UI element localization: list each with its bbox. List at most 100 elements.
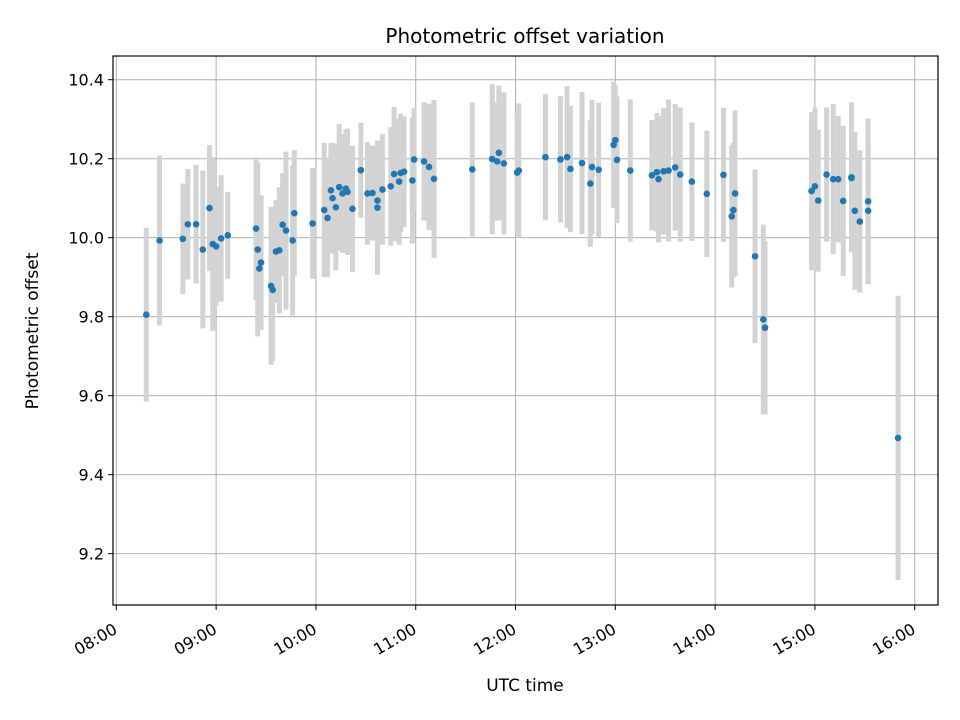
data-point	[588, 163, 596, 171]
data-point	[252, 225, 260, 232]
x-tick-label: 09:00	[171, 619, 220, 659]
data-point	[578, 159, 586, 167]
error-bars	[143, 81, 901, 581]
data-point	[761, 324, 769, 332]
data-point	[839, 197, 847, 205]
data-point	[488, 155, 496, 163]
x-tick-label: 11:00	[370, 619, 419, 659]
data-point	[344, 188, 351, 196]
data-point	[289, 237, 296, 244]
data-point	[856, 218, 864, 225]
data-point	[671, 164, 679, 171]
x-tick-label: 08:00	[71, 619, 120, 659]
data-point	[409, 177, 416, 184]
data-point	[557, 156, 564, 163]
data-point	[327, 186, 335, 194]
x-tick-label: 16:00	[869, 619, 918, 659]
data-point	[390, 170, 398, 178]
y-axis-title: Photometric offset	[23, 252, 43, 409]
data-point	[834, 175, 842, 183]
data-point	[864, 198, 872, 205]
data-point	[276, 247, 283, 254]
data-point	[495, 149, 503, 157]
data-point	[410, 156, 418, 163]
data-point	[349, 205, 356, 213]
chart-title: Photometric offset variation	[385, 24, 664, 48]
data-point	[720, 171, 727, 179]
data-point	[329, 194, 336, 202]
data-point	[224, 232, 232, 239]
data-point	[339, 190, 346, 197]
data-point	[309, 220, 316, 227]
data-point	[731, 190, 739, 197]
data-point	[335, 183, 343, 191]
data-point	[500, 160, 508, 167]
data-point	[567, 165, 574, 173]
data-point	[282, 227, 290, 234]
data-point	[320, 206, 328, 214]
data-point	[425, 163, 433, 171]
data-point	[332, 203, 340, 211]
x-tick-label: 13:00	[570, 619, 619, 659]
data-point	[563, 153, 571, 161]
data-point	[811, 183, 819, 190]
data-point	[703, 190, 711, 198]
data-point	[676, 171, 684, 178]
data-point	[379, 186, 386, 193]
y-axis: 9.2 9.4 9.6 9.8 10.0 10.2 10.4	[68, 71, 113, 564]
x-tick-label: 12:00	[470, 619, 519, 659]
data-point	[357, 166, 365, 174]
data-point	[364, 190, 371, 197]
data-point	[851, 207, 859, 215]
y-tick-label: 9.2	[79, 545, 104, 564]
data-point	[206, 204, 213, 212]
data-point	[199, 246, 207, 253]
data-point	[369, 189, 376, 197]
data-point	[269, 286, 276, 294]
y-tick-label: 10.0	[68, 229, 104, 248]
x-tick-label: 14:00	[670, 619, 719, 659]
data-point	[254, 246, 262, 253]
data-point	[808, 187, 815, 195]
data-point	[192, 220, 200, 228]
data-point	[864, 207, 872, 215]
data-point	[374, 204, 381, 211]
data-point	[760, 316, 767, 323]
data-point	[256, 265, 263, 272]
data-point	[324, 214, 331, 222]
data-point	[688, 178, 696, 185]
y-tick-label: 10.4	[68, 71, 104, 90]
data-point	[648, 171, 656, 179]
data-point	[374, 197, 381, 204]
data-point	[515, 167, 523, 174]
data-point	[217, 235, 225, 242]
data-point	[395, 178, 403, 185]
x-axis-title: UTC time	[486, 676, 564, 696]
data-point	[612, 136, 619, 144]
x-axis: 08:00 09:00 10:00 11:00 12:00 13:00 14:00 15:00…	[71, 605, 919, 659]
data-point	[665, 167, 672, 174]
data-point	[626, 167, 634, 174]
data-point	[430, 175, 438, 183]
data-point	[894, 434, 902, 442]
data-point	[814, 197, 822, 204]
y-tick-label: 9.8	[79, 308, 104, 327]
plot-frame	[112, 55, 939, 606]
x-tick-label: 10:00	[270, 619, 319, 659]
data-point	[279, 221, 286, 228]
data-points	[142, 136, 902, 442]
y-tick-label: 10.2	[68, 150, 104, 169]
data-point	[613, 156, 621, 164]
data-point	[212, 243, 220, 250]
data-point	[493, 158, 501, 165]
data-point	[156, 237, 163, 244]
data-point	[468, 166, 476, 173]
data-point	[291, 209, 298, 217]
data-point	[587, 180, 594, 187]
data-point	[595, 166, 602, 174]
data-point	[848, 174, 855, 182]
data-point	[387, 183, 395, 190]
data-point	[730, 206, 737, 214]
data-point	[728, 213, 736, 220]
data-point	[400, 168, 408, 176]
